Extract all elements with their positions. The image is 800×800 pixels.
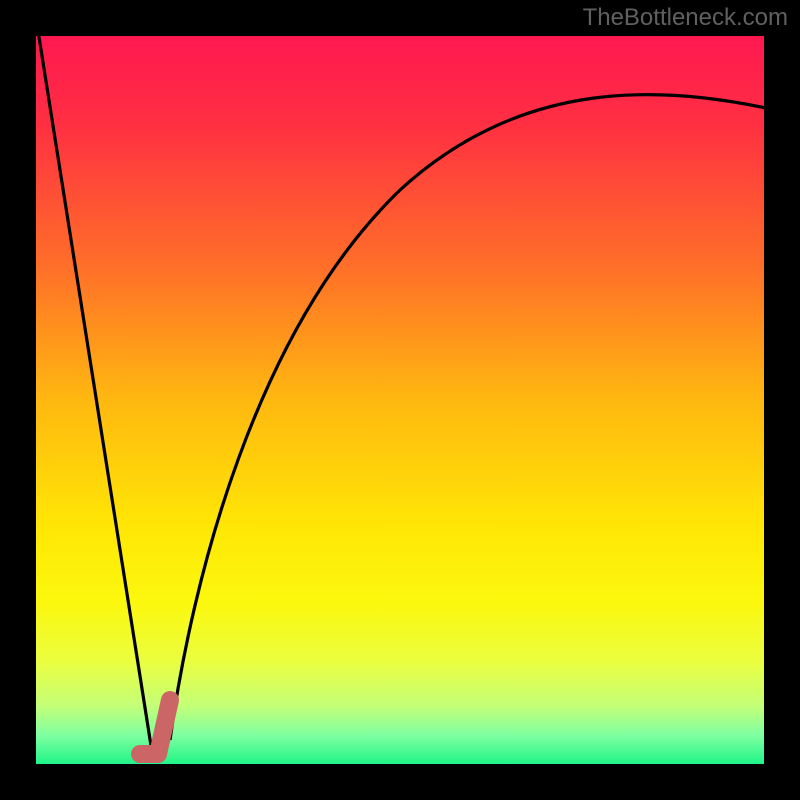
watermark-text: TheBottleneck.com	[583, 4, 788, 32]
right-curve	[170, 95, 800, 740]
curves-overlay	[0, 0, 800, 800]
left-curve	[36, 18, 152, 752]
chart-container: TheBottleneck.com	[0, 0, 800, 800]
